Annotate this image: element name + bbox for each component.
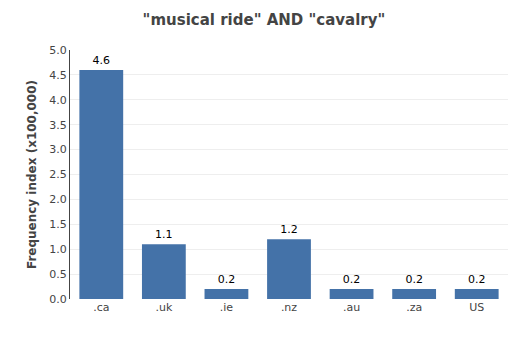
- svg-text:3.5: 3.5: [49, 119, 67, 132]
- svg-text:.za: .za: [406, 301, 422, 314]
- svg-text:0.2: 0.2: [218, 273, 236, 286]
- svg-text:.ca: .ca: [93, 301, 109, 314]
- svg-text:1.1: 1.1: [155, 228, 173, 241]
- svg-text:US: US: [469, 301, 484, 314]
- svg-text:4.5: 4.5: [49, 69, 67, 82]
- svg-text:2.5: 2.5: [49, 168, 67, 181]
- svg-text:3.0: 3.0: [49, 143, 67, 156]
- svg-text:1.2: 1.2: [280, 223, 298, 236]
- svg-text:0.5: 0.5: [49, 268, 67, 281]
- svg-text:2.0: 2.0: [49, 193, 67, 206]
- svg-text:.uk: .uk: [155, 301, 172, 314]
- svg-text:"musical ride" AND "cavalry": "musical ride" AND "cavalry": [143, 11, 386, 29]
- svg-text:4.0: 4.0: [49, 94, 67, 107]
- svg-text:0.0: 0.0: [49, 293, 67, 306]
- svg-text:1.0: 1.0: [49, 243, 67, 256]
- svg-text:4.6: 4.6: [93, 54, 111, 67]
- svg-text:5.0: 5.0: [49, 44, 67, 57]
- svg-text:0.2: 0.2: [405, 273, 423, 286]
- svg-text:1.5: 1.5: [49, 218, 67, 231]
- svg-text:.ie: .ie: [220, 301, 234, 314]
- svg-text:.nz: .nz: [281, 301, 297, 314]
- svg-text:0.2: 0.2: [343, 273, 361, 286]
- svg-text:Frequency index (x100,000): Frequency index (x100,000): [25, 80, 39, 269]
- svg-text:0.2: 0.2: [468, 273, 486, 286]
- svg-text:.au: .au: [343, 301, 360, 314]
